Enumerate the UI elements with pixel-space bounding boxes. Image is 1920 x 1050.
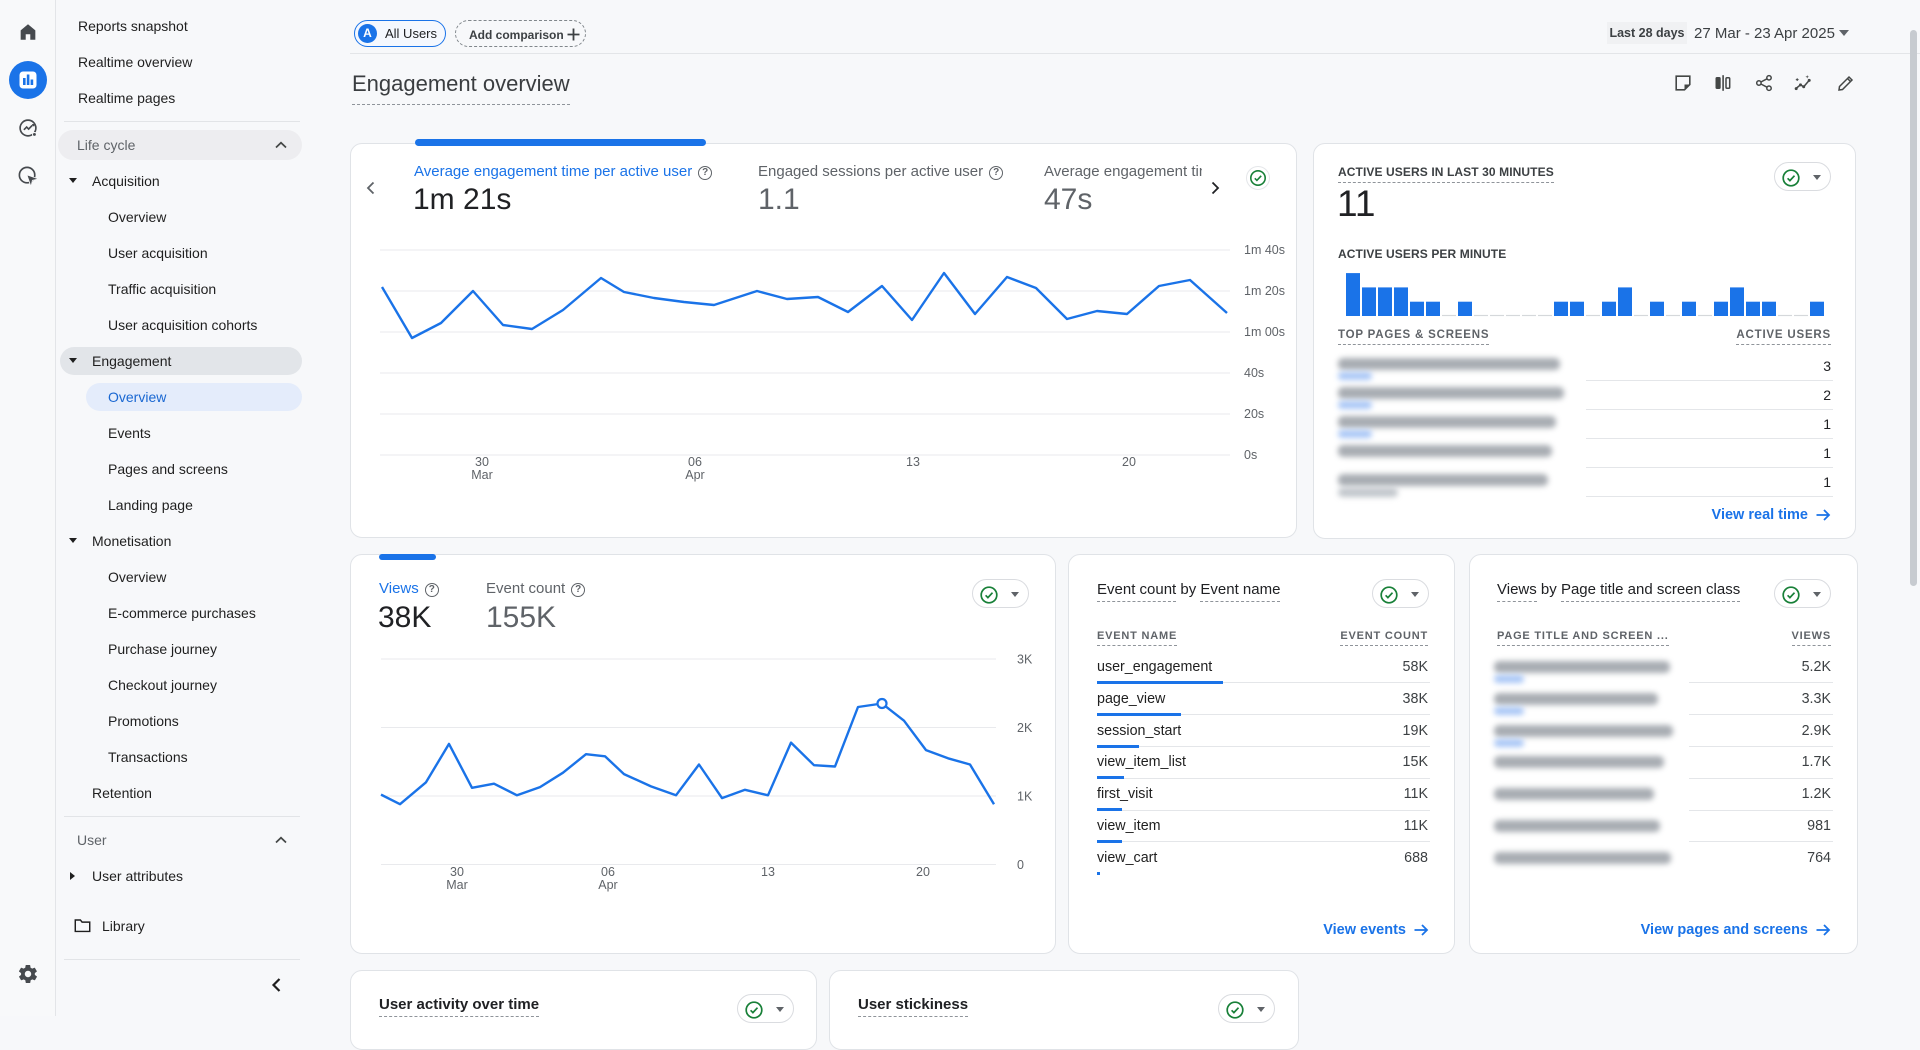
svg-text:30: 30 — [475, 455, 489, 469]
svg-text:Mar: Mar — [471, 468, 493, 482]
svg-text:1m 20s: 1m 20s — [1244, 284, 1285, 298]
svg-text:Mar: Mar — [446, 878, 468, 892]
svg-text:3K: 3K — [1017, 653, 1033, 667]
svg-text:Apr: Apr — [685, 468, 704, 482]
svg-text:40s: 40s — [1244, 366, 1264, 380]
svg-text:20: 20 — [1122, 455, 1136, 469]
svg-text:30: 30 — [450, 865, 464, 879]
svg-text:2K: 2K — [1017, 721, 1033, 735]
svg-text:1K: 1K — [1017, 790, 1033, 804]
svg-text:1m 00s: 1m 00s — [1244, 325, 1285, 339]
svg-text:13: 13 — [761, 865, 775, 879]
svg-text:0: 0 — [1017, 858, 1024, 872]
svg-text:1m 40s: 1m 40s — [1244, 243, 1285, 257]
svg-text:20: 20 — [916, 865, 930, 879]
svg-text:20s: 20s — [1244, 407, 1264, 421]
svg-text:0s: 0s — [1244, 448, 1257, 462]
svg-text:Apr: Apr — [598, 878, 617, 892]
svg-text:13: 13 — [906, 455, 920, 469]
svg-text:06: 06 — [601, 865, 615, 879]
svg-text:06: 06 — [688, 455, 702, 469]
